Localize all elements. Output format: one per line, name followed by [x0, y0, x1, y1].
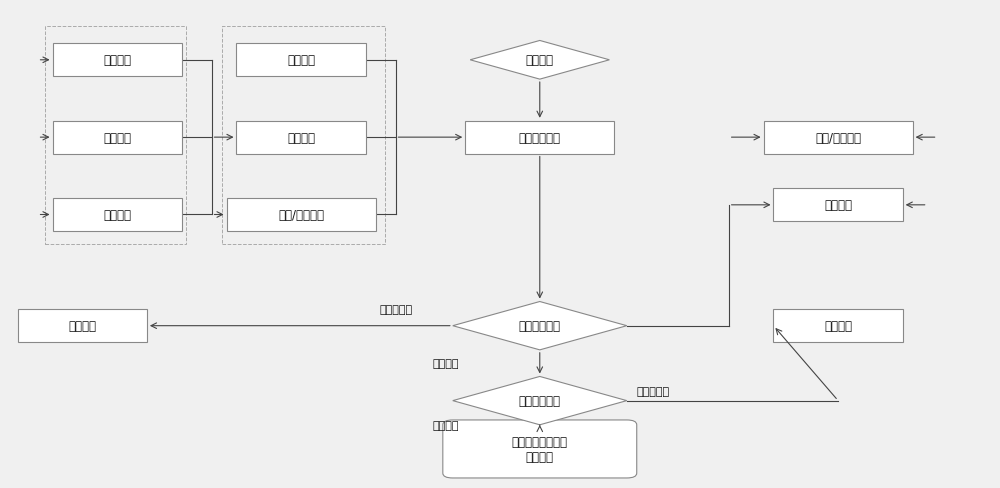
FancyBboxPatch shape: [773, 189, 903, 222]
Text: 输出静强度、刚度
分析结果: 输出静强度、刚度 分析结果: [512, 435, 568, 463]
Polygon shape: [453, 302, 627, 350]
Text: 载荷/边界条件: 载荷/边界条件: [278, 208, 324, 222]
FancyBboxPatch shape: [465, 122, 614, 154]
FancyBboxPatch shape: [443, 420, 637, 478]
Text: 材料性能: 材料性能: [103, 208, 131, 222]
Text: 模型合理: 模型合理: [432, 420, 459, 430]
Polygon shape: [453, 377, 627, 425]
FancyBboxPatch shape: [18, 309, 147, 343]
Text: 单元类型: 单元类型: [103, 54, 131, 67]
Text: 模型不合理: 模型不合理: [637, 386, 670, 396]
Text: 计算结果检查: 计算结果检查: [519, 394, 561, 407]
Text: 修改模型: 修改模型: [824, 320, 852, 332]
Text: 单元模拟: 单元模拟: [287, 131, 315, 144]
FancyBboxPatch shape: [236, 44, 366, 77]
Text: 结构分析: 结构分析: [526, 54, 554, 67]
Polygon shape: [470, 41, 609, 80]
FancyBboxPatch shape: [773, 309, 903, 343]
Text: 修改模型: 修改模型: [68, 320, 96, 332]
FancyBboxPatch shape: [227, 199, 376, 231]
Text: 载荷/边界条件: 载荷/边界条件: [815, 131, 861, 144]
FancyBboxPatch shape: [53, 44, 182, 77]
FancyBboxPatch shape: [236, 122, 366, 154]
FancyBboxPatch shape: [764, 122, 913, 154]
FancyBboxPatch shape: [53, 122, 182, 154]
Text: 模型不合理: 模型不合理: [379, 304, 412, 314]
Text: 几何参数: 几何参数: [103, 131, 131, 144]
Text: 网格划分: 网格划分: [287, 54, 315, 67]
Text: 单元连接: 单元连接: [824, 199, 852, 212]
Text: 模型检查调试: 模型检查调试: [519, 320, 561, 332]
FancyBboxPatch shape: [53, 199, 182, 231]
Text: 模型合理: 模型合理: [432, 358, 459, 368]
Text: 受压壁板模型: 受压壁板模型: [519, 131, 561, 144]
